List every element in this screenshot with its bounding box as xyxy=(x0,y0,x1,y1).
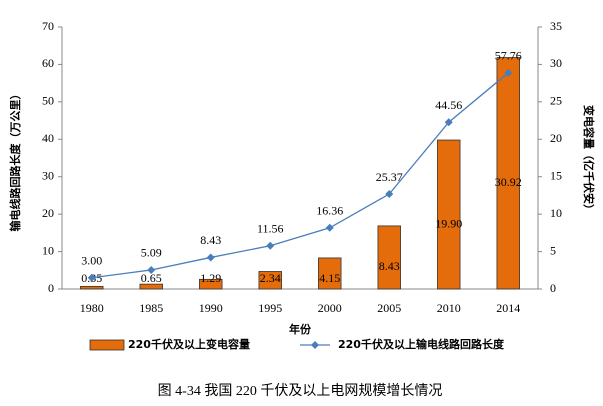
bar-value-label: 4.15 xyxy=(319,271,340,285)
y2-tick-label: 30 xyxy=(550,56,562,70)
line-marker xyxy=(504,68,513,77)
line-value-label: 25.37 xyxy=(376,170,403,184)
line-value-label: 57.76 xyxy=(495,49,522,63)
line-value-label: 5.09 xyxy=(141,246,162,260)
line-value-label: 8.43 xyxy=(200,233,221,247)
y2-tick-label: 20 xyxy=(550,131,562,145)
x-axis-title: 年份 xyxy=(289,322,312,336)
y2-tick-label: 25 xyxy=(550,94,562,108)
x-tick-label: 1985 xyxy=(139,301,163,315)
bar-value-label: 8.43 xyxy=(379,259,400,273)
y-tick-label: 60 xyxy=(42,56,54,70)
bar xyxy=(437,139,461,290)
y2-tick-label: 0 xyxy=(550,281,556,295)
bar xyxy=(258,271,282,290)
y-tick-label: 40 xyxy=(42,131,54,145)
line-marker xyxy=(87,273,96,282)
y-tick-label: 20 xyxy=(42,206,54,220)
legend-label: 220千伏及以上变电容量 xyxy=(128,337,250,351)
x-tick-label: 2010 xyxy=(437,301,461,315)
x-tick-label: 1980 xyxy=(80,301,104,315)
x-tick-label: 2000 xyxy=(318,301,342,315)
line xyxy=(91,72,509,279)
line-marker xyxy=(206,253,215,262)
x-tick-label: 1995 xyxy=(258,301,282,315)
x-tick-label: 2005 xyxy=(377,301,401,315)
y2-tick-label: 10 xyxy=(550,206,562,220)
y-tick-label: 50 xyxy=(42,94,54,108)
bar xyxy=(139,283,163,290)
line-marker xyxy=(385,190,394,199)
legend-swatch xyxy=(89,339,125,351)
bar-value-label: 30.92 xyxy=(495,175,522,189)
y2-axis-title: 变电容量（亿千伏安） xyxy=(582,105,596,215)
bar xyxy=(377,225,401,290)
bar xyxy=(80,285,104,290)
y-tick-label: 70 xyxy=(42,19,54,33)
bar xyxy=(199,278,223,290)
line-marker xyxy=(444,118,453,127)
x-tick-label: 1990 xyxy=(199,301,223,315)
y2-tick-label: 15 xyxy=(550,168,562,182)
y-axis-title: 输电线路回路长度（万公里） xyxy=(8,89,22,232)
bar-value-label: 19.90 xyxy=(435,216,462,230)
legend-label: 220千伏及以上输电线路回路长度 xyxy=(338,337,505,351)
line-marker xyxy=(266,241,275,250)
y2-tick-label: 35 xyxy=(550,19,562,33)
bar-value-label: 1.29 xyxy=(200,271,221,285)
legend-swatch xyxy=(311,341,319,349)
y-tick-label: 10 xyxy=(42,243,54,257)
bar-value-label: 2.34 xyxy=(260,271,281,285)
line-value-label: 3.00 xyxy=(81,254,102,268)
bar xyxy=(496,57,520,290)
line-value-label: 16.36 xyxy=(316,204,343,218)
x-tick-label: 2014 xyxy=(496,301,520,315)
y-tick-label: 30 xyxy=(42,168,54,182)
bar-value-label: 0.65 xyxy=(141,271,162,285)
line-value-label: 11.56 xyxy=(257,221,284,235)
line-value-label: 44.56 xyxy=(435,98,462,112)
y2-tick-label: 5 xyxy=(550,243,556,257)
line-marker xyxy=(325,223,334,232)
caption: 图 4-34 我国 220 千伏及以上电网规模增长情况 xyxy=(158,383,443,399)
bar xyxy=(318,257,342,290)
line-marker xyxy=(147,265,156,274)
y-tick-label: 0 xyxy=(48,281,54,295)
